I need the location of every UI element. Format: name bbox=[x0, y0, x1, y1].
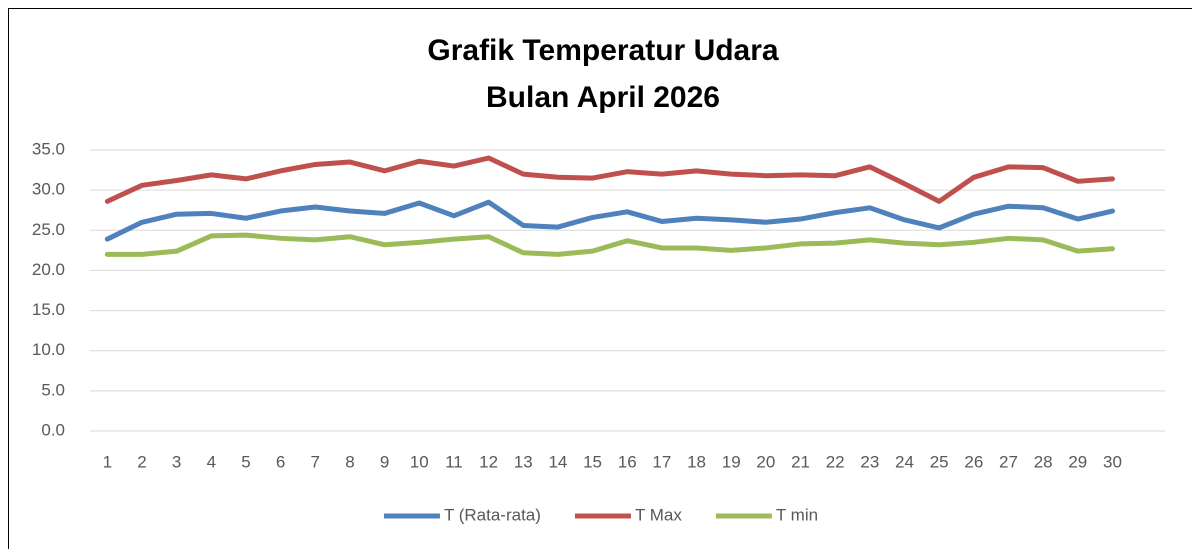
y-tick-label: 10.0 bbox=[32, 340, 65, 359]
y-tick-label: 25.0 bbox=[32, 220, 65, 239]
x-tick-label: 1 bbox=[103, 452, 112, 471]
series-line bbox=[104, 155, 1115, 204]
y-tick-label: 30.0 bbox=[32, 180, 65, 199]
x-tick-label: 12 bbox=[479, 452, 498, 471]
x-tick-label: 7 bbox=[311, 452, 320, 471]
x-tick-label: 28 bbox=[1034, 452, 1053, 471]
y-tick-label: 20.0 bbox=[32, 260, 65, 279]
x-tick-label: 25 bbox=[930, 452, 949, 471]
x-tick-label: 11 bbox=[445, 452, 463, 471]
x-tick-label: 10 bbox=[410, 452, 429, 471]
x-tick-label: 27 bbox=[999, 452, 1018, 471]
x-tick-label: 21 bbox=[791, 452, 810, 471]
x-tick-label: 8 bbox=[345, 452, 354, 471]
x-tick-label: 30 bbox=[1103, 452, 1122, 471]
x-tick-label: 15 bbox=[583, 452, 602, 471]
x-tick-label: 18 bbox=[687, 452, 706, 471]
x-tick-label: 14 bbox=[548, 452, 567, 471]
legend-label: T min bbox=[776, 505, 818, 524]
legend-label: T Max bbox=[635, 505, 682, 524]
series-line bbox=[104, 199, 1115, 242]
x-tick-label: 6 bbox=[276, 452, 285, 471]
x-tick-label: 13 bbox=[514, 452, 533, 471]
chart-frame bbox=[8, 8, 1192, 549]
y-tick-label: 0.0 bbox=[41, 420, 65, 439]
series-line bbox=[104, 232, 1115, 257]
x-tick-label: 16 bbox=[618, 452, 637, 471]
x-tick-label: 3 bbox=[172, 452, 181, 471]
x-tick-label: 2 bbox=[137, 452, 146, 471]
legend-label: T (Rata-rata) bbox=[444, 505, 541, 524]
x-tick-label: 29 bbox=[1068, 452, 1087, 471]
x-tick-label: 4 bbox=[207, 452, 216, 471]
x-tick-label: 19 bbox=[722, 452, 741, 471]
x-tick-label: 17 bbox=[652, 452, 671, 471]
y-tick-label: 5.0 bbox=[41, 380, 65, 399]
x-tick-label: 22 bbox=[826, 452, 845, 471]
x-tick-label: 24 bbox=[895, 452, 914, 471]
chart-subtitle: Bulan April 2026 bbox=[486, 81, 720, 114]
y-tick-label: 15.0 bbox=[32, 300, 65, 319]
chart-title: Grafik Temperatur Udara bbox=[427, 34, 779, 67]
x-tick-label: 5 bbox=[241, 452, 250, 471]
x-tick-label: 23 bbox=[860, 452, 879, 471]
x-tick-label: 26 bbox=[964, 452, 983, 471]
x-tick-label: 20 bbox=[756, 452, 775, 471]
x-tick-label: 9 bbox=[380, 452, 389, 471]
y-tick-label: 35.0 bbox=[32, 139, 65, 158]
